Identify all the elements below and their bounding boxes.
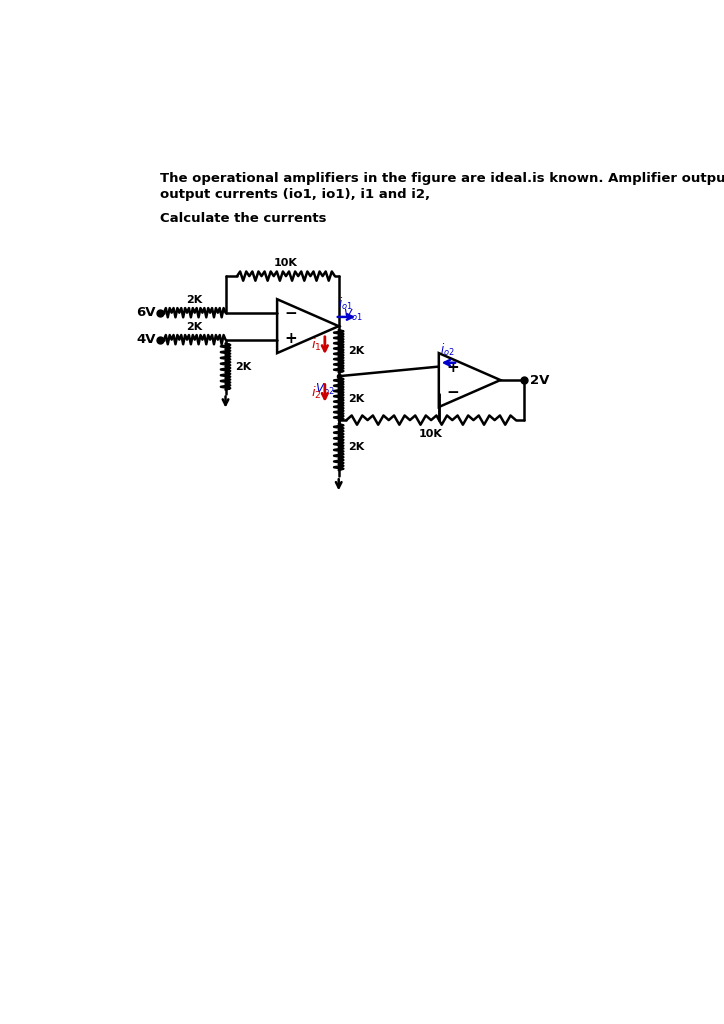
- Text: $V_{o1}$: $V_{o1}$: [343, 308, 363, 324]
- Text: $i_{o1}$: $i_{o1}$: [338, 296, 353, 311]
- Text: output currents (io1, io1), i1 and i2,: output currents (io1, io1), i1 and i2,: [160, 187, 430, 201]
- Text: 2K: 2K: [348, 442, 364, 452]
- Text: $V_{o2}$: $V_{o2}$: [315, 382, 334, 397]
- Text: 2K: 2K: [187, 322, 203, 332]
- Text: $i_{o2}$: $i_{o2}$: [439, 342, 455, 358]
- Text: Calculate the currents: Calculate the currents: [160, 212, 327, 225]
- Text: 2K: 2K: [348, 394, 364, 403]
- Text: The operational amplifiers in the figure are ideal.is known. Amplifier output vo: The operational amplifiers in the figure…: [160, 172, 724, 185]
- Text: +: +: [285, 331, 298, 346]
- Text: −: −: [447, 385, 459, 400]
- Text: 2K: 2K: [348, 346, 364, 356]
- Text: 10K: 10K: [274, 258, 298, 268]
- Text: 2K: 2K: [187, 295, 203, 305]
- Text: $i_2$: $i_2$: [311, 385, 321, 401]
- Text: −: −: [285, 306, 298, 322]
- Text: 4V: 4V: [136, 333, 156, 346]
- Text: 2K: 2K: [235, 361, 251, 372]
- Text: 2V: 2V: [530, 374, 549, 386]
- Text: +: +: [447, 360, 459, 375]
- Text: $i_1$: $i_1$: [311, 337, 321, 353]
- Text: 10K: 10K: [419, 429, 443, 439]
- Text: 6V: 6V: [136, 306, 156, 319]
